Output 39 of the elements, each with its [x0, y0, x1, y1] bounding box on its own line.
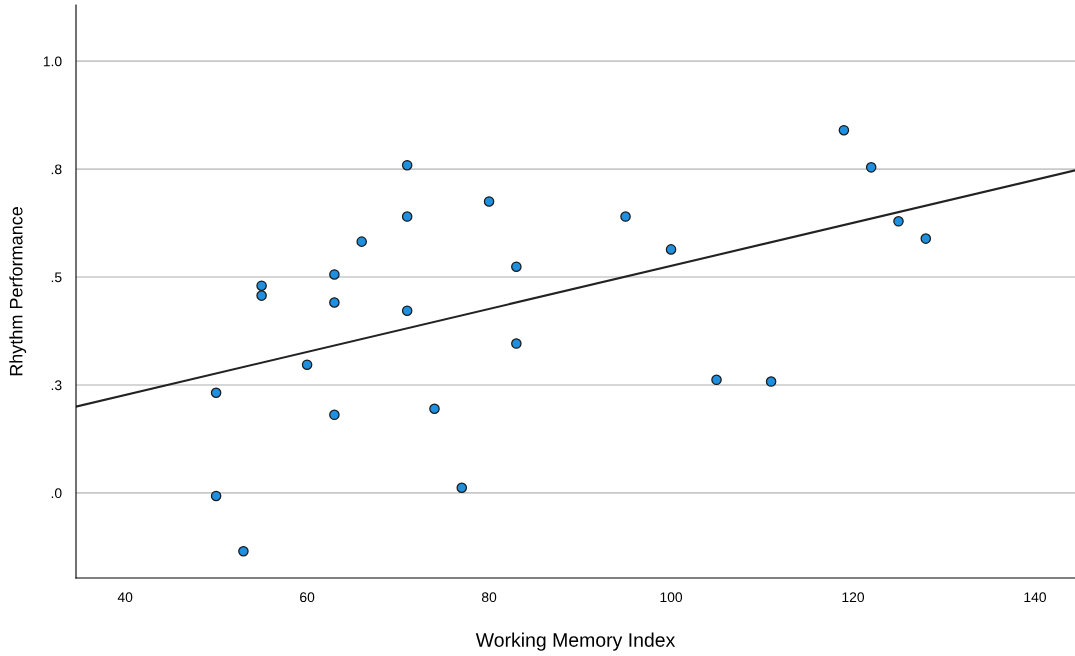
x-tick-label: 80	[481, 592, 497, 603]
point	[483, 196, 495, 207]
point	[401, 159, 413, 171]
point	[401, 211, 413, 222]
point	[210, 490, 222, 502]
point	[329, 409, 340, 421]
point	[665, 244, 677, 255]
point	[256, 290, 267, 301]
y-tick-label: .0	[51, 488, 62, 499]
point	[765, 376, 777, 387]
point	[401, 305, 413, 316]
x-tick-label: 60	[300, 592, 315, 603]
point	[429, 403, 440, 415]
y-tick-label: .8	[51, 164, 62, 175]
point	[711, 374, 722, 386]
y-tick-label: .3	[51, 380, 62, 391]
y-tick-label: 1.0	[43, 56, 62, 67]
point	[511, 338, 522, 349]
point	[620, 211, 631, 222]
point	[838, 124, 850, 136]
x-axis-title: Working Memory Index	[475, 632, 676, 651]
point	[238, 545, 249, 557]
point	[456, 482, 468, 494]
point	[256, 280, 267, 291]
y-tick-label: .5	[51, 272, 62, 283]
x-tick-label: 120	[842, 592, 865, 603]
point	[511, 261, 522, 272]
point	[210, 387, 222, 399]
y-axis-title: Rhythm Performance	[9, 207, 27, 376]
x-tick-label: 140	[1024, 592, 1047, 603]
point	[329, 297, 340, 308]
point	[356, 236, 367, 247]
point	[920, 233, 932, 244]
point	[301, 359, 313, 370]
x-tick-label: 40	[117, 592, 133, 603]
point	[865, 162, 877, 173]
x-tick-label: 100	[660, 592, 683, 603]
point	[893, 216, 904, 227]
point	[329, 269, 340, 280]
